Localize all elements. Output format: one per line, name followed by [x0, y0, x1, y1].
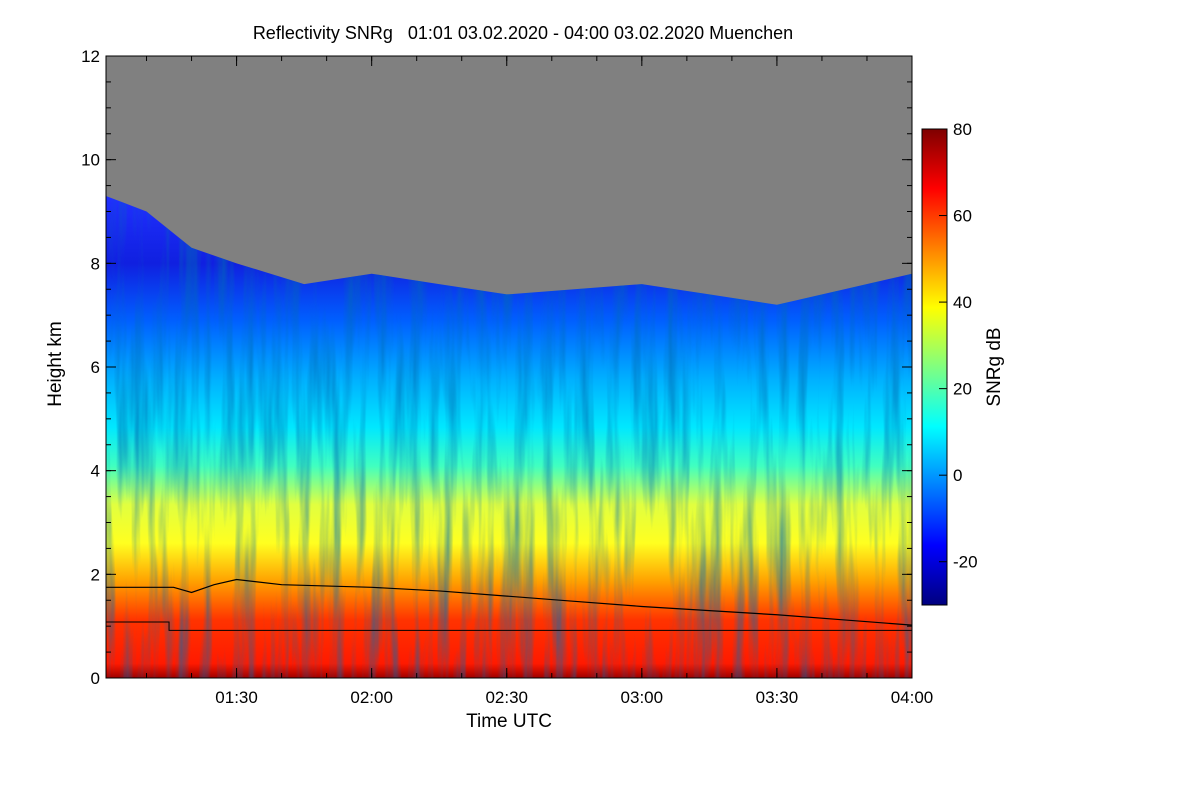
colorbar-tick-label: 0 [953, 466, 962, 485]
colorbar-ticks: -20 0 20 40 60 80 [939, 120, 978, 572]
colorbar-tick-label: 80 [953, 120, 972, 139]
x-axis-label: Time UTC [466, 711, 552, 732]
y-tick-label: 2 [91, 565, 100, 584]
mixing-layer-line [106, 578, 912, 626]
y-tick-label: 8 [91, 254, 100, 273]
y-axis: 0 2 4 6 8 10 12 [81, 47, 912, 688]
colorbar-tick-label: 40 [953, 293, 972, 312]
colorbar-tick-label: -20 [953, 553, 978, 572]
x-axis: 01:30 02:00 02:30 03:00 03:30 04:00 [146, 56, 934, 707]
x-tick-label: 01:30 [215, 688, 258, 707]
x-tick-label: 04:00 [891, 688, 934, 707]
y-tick-label: 10 [81, 151, 100, 170]
y-axis-label: Height km [45, 321, 66, 407]
y-tick-label: 4 [91, 462, 100, 481]
y-tick-label: 6 [91, 358, 100, 377]
colorbar-tick-label: 60 [953, 207, 972, 226]
x-tick-label: 03:30 [756, 688, 799, 707]
x-tick-label: 03:00 [621, 688, 664, 707]
colorbar: -20 0 20 40 60 80 SNRg dB [921, 120, 1005, 606]
chart-title: Reflectivity SNRg 01:01 03.02.2020 - 04:… [253, 23, 793, 43]
y-tick-label: 0 [91, 669, 100, 688]
signal-streaks [106, 195, 912, 678]
colorbar-gradient [921, 128, 948, 606]
lower-layer-line [106, 621, 912, 631]
x-tick-label: 02:30 [485, 688, 528, 707]
y-tick-label: 12 [81, 47, 100, 66]
x-tick-label: 02:00 [350, 688, 393, 707]
colorbar-tick-label: 20 [953, 380, 972, 399]
colorbar-label: SNRg dB [984, 327, 1005, 406]
plot-area [106, 56, 912, 678]
